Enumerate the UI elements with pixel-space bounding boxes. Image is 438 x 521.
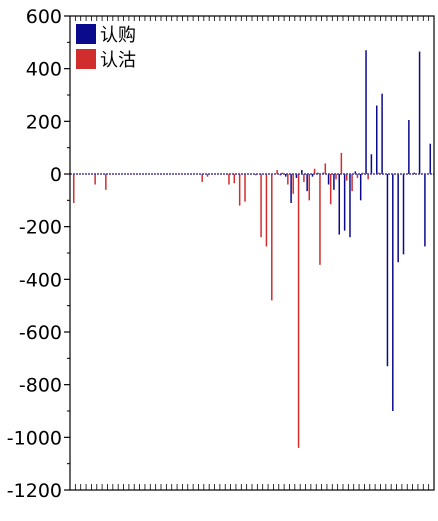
bar-call: [392, 174, 394, 411]
bar-put: [254, 174, 257, 176]
bar-put: [271, 174, 273, 301]
bar-call: [301, 170, 303, 174]
bar-put: [201, 174, 203, 182]
bar-call: [424, 174, 426, 247]
bar-put: [206, 174, 209, 177]
bar-call: [370, 154, 373, 174]
bar-call: [402, 174, 405, 255]
y-tick-label: -200: [19, 217, 62, 239]
bar-call: [359, 174, 362, 201]
bar-call: [365, 50, 367, 175]
bar-call: [413, 172, 415, 174]
bar-put: [233, 174, 236, 184]
bar-call: [338, 174, 341, 235]
bar-call: [333, 174, 335, 190]
y-tick-label: -600: [19, 322, 62, 344]
bar-put: [260, 174, 262, 238]
bar-call: [408, 120, 410, 174]
bar-call: [349, 174, 351, 238]
y-tick-label: -1200: [7, 480, 62, 502]
bar-put: [308, 174, 311, 201]
bar-put: [297, 174, 300, 448]
bar-put: [94, 174, 96, 185]
legend-swatch: [76, 24, 96, 44]
bar-call: [397, 174, 399, 263]
bar-call: [311, 174, 314, 177]
y-tick-label: 200: [26, 111, 62, 133]
y-tick-label: 600: [26, 6, 62, 28]
bar-put: [319, 174, 321, 265]
y-tick-label: -400: [19, 269, 62, 291]
bar-put: [238, 174, 241, 206]
bar-put: [72, 174, 75, 203]
y-tick-label: -1000: [7, 427, 62, 449]
y-tick-label: 0: [50, 164, 62, 186]
bar-put: [228, 174, 230, 185]
bar-put: [340, 152, 343, 174]
bar-put: [244, 174, 246, 202]
y-tick-label: -800: [19, 375, 62, 397]
bar-put: [292, 174, 294, 194]
bar-call: [418, 51, 421, 174]
bar-call: [306, 174, 308, 192]
bar-call: [295, 174, 298, 178]
bar-call: [381, 93, 383, 174]
bar-call: [386, 174, 389, 367]
bar-put: [287, 174, 289, 185]
bar-put: [105, 174, 107, 190]
bar-call: [376, 105, 378, 174]
bar-put: [367, 174, 369, 180]
y-tick-label: 400: [26, 59, 62, 81]
bar-put: [329, 174, 332, 205]
bar-put: [265, 174, 268, 247]
bar-put: [313, 168, 316, 174]
bar-put: [356, 174, 359, 178]
bar-call: [354, 171, 357, 174]
bar-call: [429, 143, 432, 174]
bar-put: [276, 170, 278, 174]
legend-label: 认沽: [100, 50, 136, 71]
bar-put: [351, 174, 353, 192]
ticks-layer: 600 400 200 0 -200 -400 -600 -800 -1000 -1200: [7, 6, 435, 502]
bar-put: [324, 163, 327, 174]
legend-label: 认购: [100, 25, 136, 46]
bars-layer: [72, 50, 432, 448]
bar-put: [378, 172, 380, 174]
bar-call: [327, 174, 330, 185]
legend-swatch: [76, 49, 96, 69]
bar-put: [303, 174, 305, 182]
bar-put: [345, 174, 348, 181]
bar-call: [343, 174, 346, 231]
bar-call: [290, 174, 292, 203]
bar-put: [281, 172, 284, 174]
bar-put: [335, 174, 337, 180]
plot-frame: [69, 15, 435, 491]
bar-call: [285, 174, 287, 177]
